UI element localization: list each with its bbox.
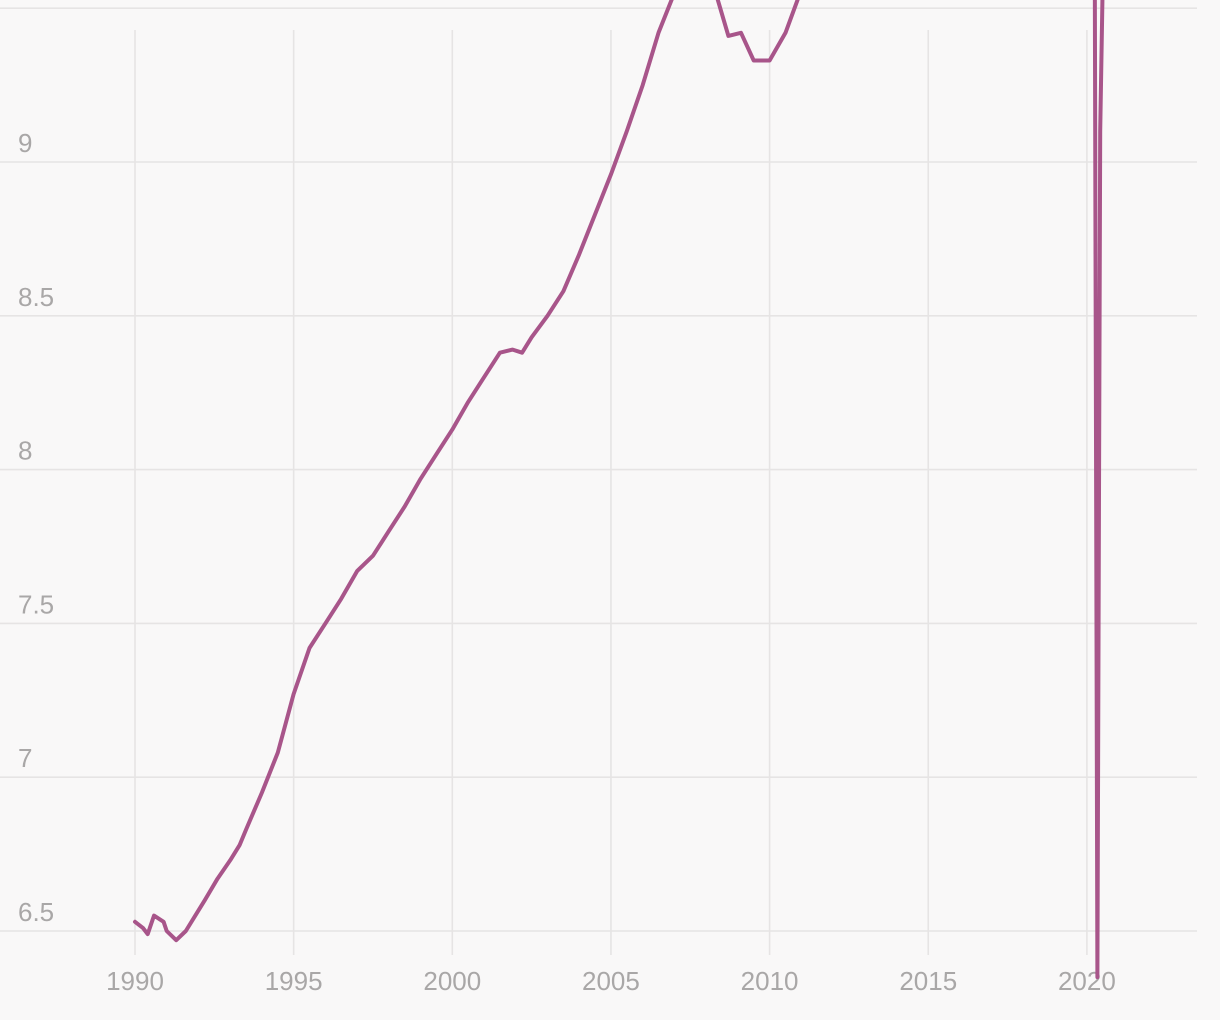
- y-tick-label: 9.5: [18, 0, 54, 4]
- y-tick-label: 7.5: [18, 589, 54, 619]
- x-tick-label: 2005: [582, 966, 640, 996]
- x-tick-label: 1995: [265, 966, 323, 996]
- series-layer: [133, 0, 1105, 980]
- vertical-gridlines: [134, 30, 1088, 955]
- x-tick-label: 2015: [899, 966, 957, 996]
- x-tick-label: 2010: [741, 966, 799, 996]
- y-tick-label: 6.5: [18, 897, 54, 927]
- x-axis-tick-labels: 1990 1995 2000 2005 2010 2015 2020: [106, 966, 1116, 996]
- y-tick-label: 7: [18, 743, 32, 773]
- series-line: [133, 0, 1105, 980]
- x-tick-label: 2000: [423, 966, 481, 996]
- x-tick-label: 2020: [1058, 966, 1116, 996]
- horizontal-gridlines: [0, 7, 1197, 932]
- x-tick-label: 1990: [106, 966, 164, 996]
- y-tick-label: 8.5: [18, 282, 54, 312]
- y-axis-tick-labels: 6.577.588.599.51010.51111.512 million: [18, 0, 54, 927]
- y-tick-label: 9: [18, 128, 32, 158]
- y-tick-label: 8: [18, 436, 32, 466]
